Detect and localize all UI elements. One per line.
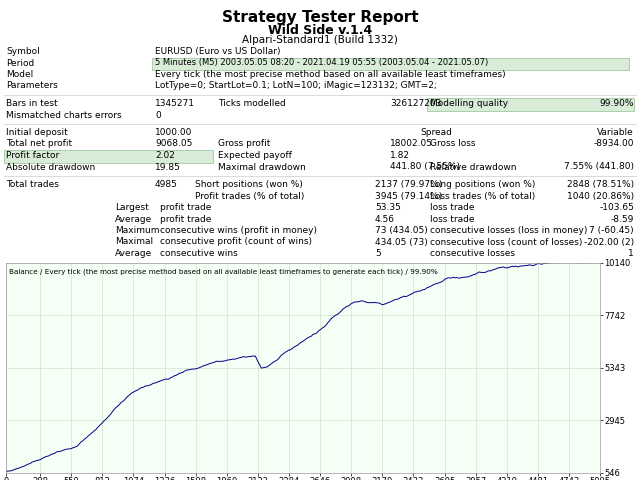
Text: Model: Model [6,70,33,79]
Text: 2848 (78.51%): 2848 (78.51%) [567,180,634,189]
Text: 2.02: 2.02 [155,151,175,160]
Text: Wild Side v.1.4: Wild Side v.1.4 [268,24,372,37]
Text: profit trade: profit trade [160,215,211,224]
Text: Maximal: Maximal [115,238,153,247]
Text: 1345271: 1345271 [155,99,195,108]
Text: 7 (-60.45): 7 (-60.45) [589,226,634,235]
Text: Ticks modelled: Ticks modelled [218,99,285,108]
Text: Bars in test: Bars in test [6,99,58,108]
Text: 0: 0 [155,110,161,120]
Text: Spread: Spread [420,128,452,137]
Text: 4985: 4985 [155,180,178,189]
Text: Average: Average [115,249,152,258]
Text: profit trade: profit trade [160,203,211,212]
Text: consecutive losses: consecutive losses [430,249,515,258]
Bar [152,58,629,70]
Text: Maximal drawdown: Maximal drawdown [218,163,306,171]
Text: 9068.05: 9068.05 [155,140,193,148]
Text: Loss trades (% of total): Loss trades (% of total) [430,192,535,201]
Bar [427,98,634,110]
Text: 434.05 (73): 434.05 (73) [375,238,428,247]
Text: Initial deposit: Initial deposit [6,128,68,137]
Text: 53.35: 53.35 [375,203,401,212]
Text: 441.80 (7.55%): 441.80 (7.55%) [390,163,460,171]
Text: 326127203: 326127203 [390,99,442,108]
Text: Strategy Tester Report: Strategy Tester Report [221,10,419,25]
Text: 2137 (79.97%): 2137 (79.97%) [375,180,442,189]
Text: Symbol: Symbol [6,47,40,56]
Text: Long positions (won %): Long positions (won %) [430,180,536,189]
Text: Largest: Largest [115,203,148,212]
Text: -8.59: -8.59 [611,215,634,224]
Text: Period: Period [6,59,35,68]
Text: 99.90%: 99.90% [600,99,634,108]
Text: Balance / Every tick (the most precise method based on all available least timef: Balance / Every tick (the most precise m… [9,269,438,276]
Bar [4,150,213,163]
Text: loss trade: loss trade [430,203,474,212]
Text: Every tick (the most precise method based on all available least timeframes): Every tick (the most precise method base… [155,70,506,79]
Text: Alpari-Standard1 (Build 1332): Alpari-Standard1 (Build 1332) [242,35,398,45]
Text: 1000.00: 1000.00 [155,128,193,137]
Text: 4.56: 4.56 [375,215,395,224]
Text: Total trades: Total trades [6,180,59,189]
Text: consecutive profit (count of wins): consecutive profit (count of wins) [160,238,312,247]
Text: 3945 (79.14%): 3945 (79.14%) [375,192,442,201]
Text: -103.65: -103.65 [599,203,634,212]
Text: 5: 5 [375,249,381,258]
Text: Expected payoff: Expected payoff [218,151,292,160]
Text: Parameters: Parameters [6,82,58,91]
Text: 1: 1 [628,249,634,258]
Text: 19.85: 19.85 [155,163,181,171]
Text: Absolute drawdown: Absolute drawdown [6,163,95,171]
Text: EURUSD (Euro vs US Dollar): EURUSD (Euro vs US Dollar) [155,47,280,56]
Text: Total net profit: Total net profit [6,140,72,148]
Text: LotType=0; StartLot=0.1; LotN=100; iMagic=123132; GMT=2;: LotType=0; StartLot=0.1; LotN=100; iMagi… [155,82,436,91]
Text: Maximum: Maximum [115,226,159,235]
Text: Variable: Variable [597,128,634,137]
Text: consecutive wins (profit in money): consecutive wins (profit in money) [160,226,317,235]
Text: 5 Minutes (M5) 2003.05.05 08:20 - 2021.04.19 05:55 (2003.05.04 - 2021.05.07): 5 Minutes (M5) 2003.05.05 08:20 - 2021.0… [155,59,488,68]
Text: -8934.00: -8934.00 [593,140,634,148]
Text: Short positions (won %): Short positions (won %) [195,180,303,189]
Text: consecutive losses (loss in money): consecutive losses (loss in money) [430,226,588,235]
Text: 18002.05: 18002.05 [390,140,433,148]
Text: Gross profit: Gross profit [218,140,270,148]
Text: 73 (434.05): 73 (434.05) [375,226,428,235]
Text: 7.55% (441.80): 7.55% (441.80) [564,163,634,171]
Text: Profit factor: Profit factor [6,151,60,160]
Text: loss trade: loss trade [430,215,474,224]
Text: Modelling quality: Modelling quality [430,99,508,108]
Text: -202.00 (2): -202.00 (2) [584,238,634,247]
Text: 1.82: 1.82 [390,151,410,160]
Text: consecutive wins: consecutive wins [160,249,237,258]
Text: Gross loss: Gross loss [430,140,476,148]
Text: 1040 (20.86%): 1040 (20.86%) [567,192,634,201]
Text: consecutive loss (count of losses): consecutive loss (count of losses) [430,238,582,247]
Text: Profit trades (% of total): Profit trades (% of total) [195,192,305,201]
Text: Average: Average [115,215,152,224]
Text: Relative drawdown: Relative drawdown [430,163,516,171]
Text: Mismatched charts errors: Mismatched charts errors [6,110,122,120]
